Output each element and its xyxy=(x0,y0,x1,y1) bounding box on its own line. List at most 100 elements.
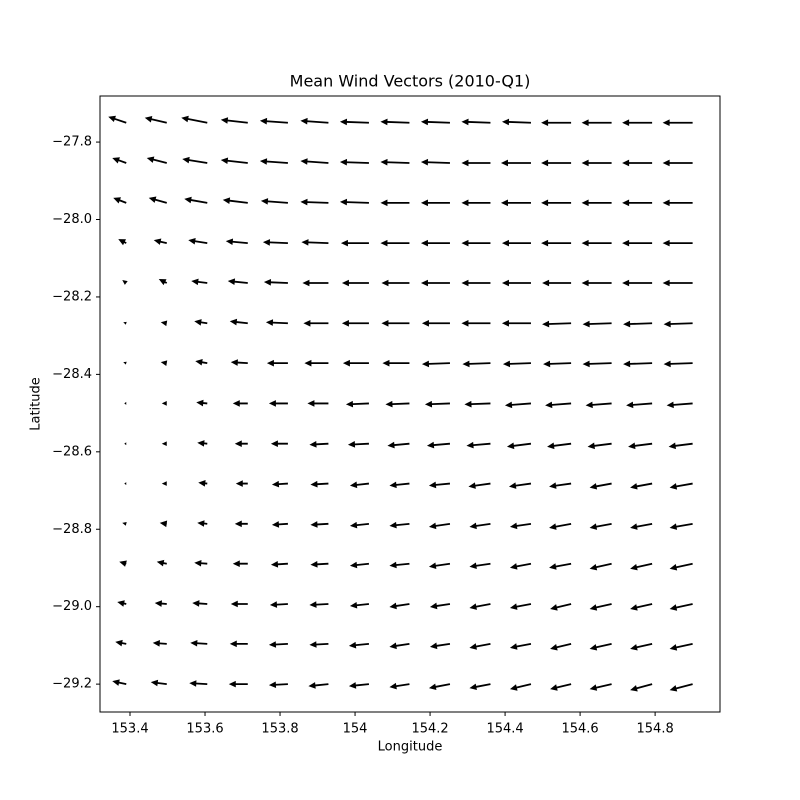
wind-arrow xyxy=(229,640,248,648)
wind-arrow xyxy=(542,320,572,328)
wind-arrow xyxy=(271,480,288,488)
wind-arrow xyxy=(630,522,653,530)
wind-arrow xyxy=(469,642,491,650)
wind-arrow xyxy=(188,237,208,245)
wind-arrow xyxy=(263,279,288,286)
wind-arrow xyxy=(307,400,329,407)
wind-arrow xyxy=(309,601,329,608)
wind-arrow xyxy=(428,562,451,569)
wind-arrow xyxy=(113,197,127,204)
wind-arrow xyxy=(581,239,612,247)
wind-arrow xyxy=(500,199,531,207)
y-tick-label: −28.0 xyxy=(52,212,92,227)
wind-arrow xyxy=(420,239,450,247)
wind-arrow xyxy=(269,601,288,608)
wind-arrow xyxy=(389,642,410,650)
wind-arrow xyxy=(230,600,248,608)
wind-arrow xyxy=(543,360,572,368)
wind-arrow xyxy=(339,118,369,126)
wind-arrow xyxy=(228,680,248,688)
wind-arrow xyxy=(108,115,127,124)
wind-arrow xyxy=(339,198,369,206)
wind-arrow xyxy=(194,319,208,326)
wind-arrow xyxy=(191,278,208,286)
x-tick-label: 154 xyxy=(343,722,368,737)
chart-title: Mean Wind Vectors (2010-Q1) xyxy=(290,72,531,91)
wind-arrow xyxy=(461,279,491,287)
wind-arrow xyxy=(461,239,491,247)
plot-frame xyxy=(99,95,721,713)
wind-arrow xyxy=(222,197,248,204)
wind-arrow xyxy=(541,199,572,207)
wind-arrow xyxy=(509,603,532,610)
wind-arrow xyxy=(225,238,248,246)
wind-arrow xyxy=(339,158,369,166)
wind-arrow xyxy=(622,279,653,287)
wind-arrow xyxy=(622,199,653,207)
wind-arrow xyxy=(462,360,491,368)
wind-arrow xyxy=(234,520,248,528)
wind-arrow xyxy=(426,441,451,449)
wind-arrow xyxy=(341,279,369,287)
wind-arrow xyxy=(663,360,693,368)
x-tick-label: 154.6 xyxy=(561,722,598,737)
wind-arrow xyxy=(469,683,491,691)
wind-arrow xyxy=(262,239,288,246)
wind-arrow xyxy=(301,239,329,246)
wind-arrow xyxy=(581,199,612,207)
wind-arrow xyxy=(348,682,370,689)
wind-arrow xyxy=(589,683,612,691)
wind-arrow xyxy=(161,481,167,486)
wind-arrow xyxy=(469,562,491,569)
wind-arrow xyxy=(669,482,693,490)
y-axis-label: Latitude xyxy=(29,377,44,431)
x-tick-label: 153.4 xyxy=(111,722,148,737)
wind-arrow xyxy=(380,118,410,126)
wind-arrow xyxy=(235,480,248,487)
wind-arrow xyxy=(389,561,410,569)
wind-arrow xyxy=(509,562,532,570)
wind-arrow xyxy=(589,482,612,490)
wind-arrow xyxy=(461,319,491,327)
wind-arrow xyxy=(509,522,532,530)
wind-arrow xyxy=(666,401,693,409)
wind-arrow xyxy=(119,560,127,567)
wind-arrow xyxy=(581,279,612,287)
wind-arrow xyxy=(589,603,612,611)
wind-arrow xyxy=(500,159,531,167)
wind-arrow xyxy=(541,239,572,247)
wind-arrow xyxy=(581,119,612,127)
wind-arrow xyxy=(630,642,653,651)
wind-arrow xyxy=(506,442,532,450)
wind-arrow xyxy=(461,118,491,126)
wind-arrow xyxy=(232,400,248,407)
wind-arrow xyxy=(662,159,693,167)
wind-arrow xyxy=(428,481,451,489)
wind-arrow xyxy=(623,360,653,368)
wind-arrow xyxy=(662,239,693,247)
wind-arrow xyxy=(161,401,167,406)
wind-arrow xyxy=(117,600,127,607)
wind-arrow xyxy=(227,278,248,285)
wind-arrow xyxy=(220,157,248,165)
wind-arrow xyxy=(345,400,369,408)
wind-arrow xyxy=(509,683,532,691)
x-tick-label: 154.4 xyxy=(486,722,523,737)
wind-arrow xyxy=(146,156,167,164)
wind-arrow xyxy=(310,480,329,488)
wind-arrow xyxy=(542,279,572,287)
wind-arrow xyxy=(310,521,329,528)
x-tick-label: 153.6 xyxy=(186,722,223,737)
wind-arrow xyxy=(464,400,491,408)
x-axis-label: Longitude xyxy=(378,740,443,755)
wind-arrow xyxy=(581,159,612,167)
y-tick-label: −28.2 xyxy=(52,289,92,304)
wind-arrow xyxy=(197,440,208,447)
wind-arrow xyxy=(340,239,369,247)
wind-arrow xyxy=(380,239,410,247)
wind-arrow xyxy=(380,158,410,166)
wind-arrow xyxy=(348,641,370,649)
wind-arrow xyxy=(428,683,451,691)
wind-arrow xyxy=(589,642,612,651)
wind-arrow xyxy=(669,642,693,651)
